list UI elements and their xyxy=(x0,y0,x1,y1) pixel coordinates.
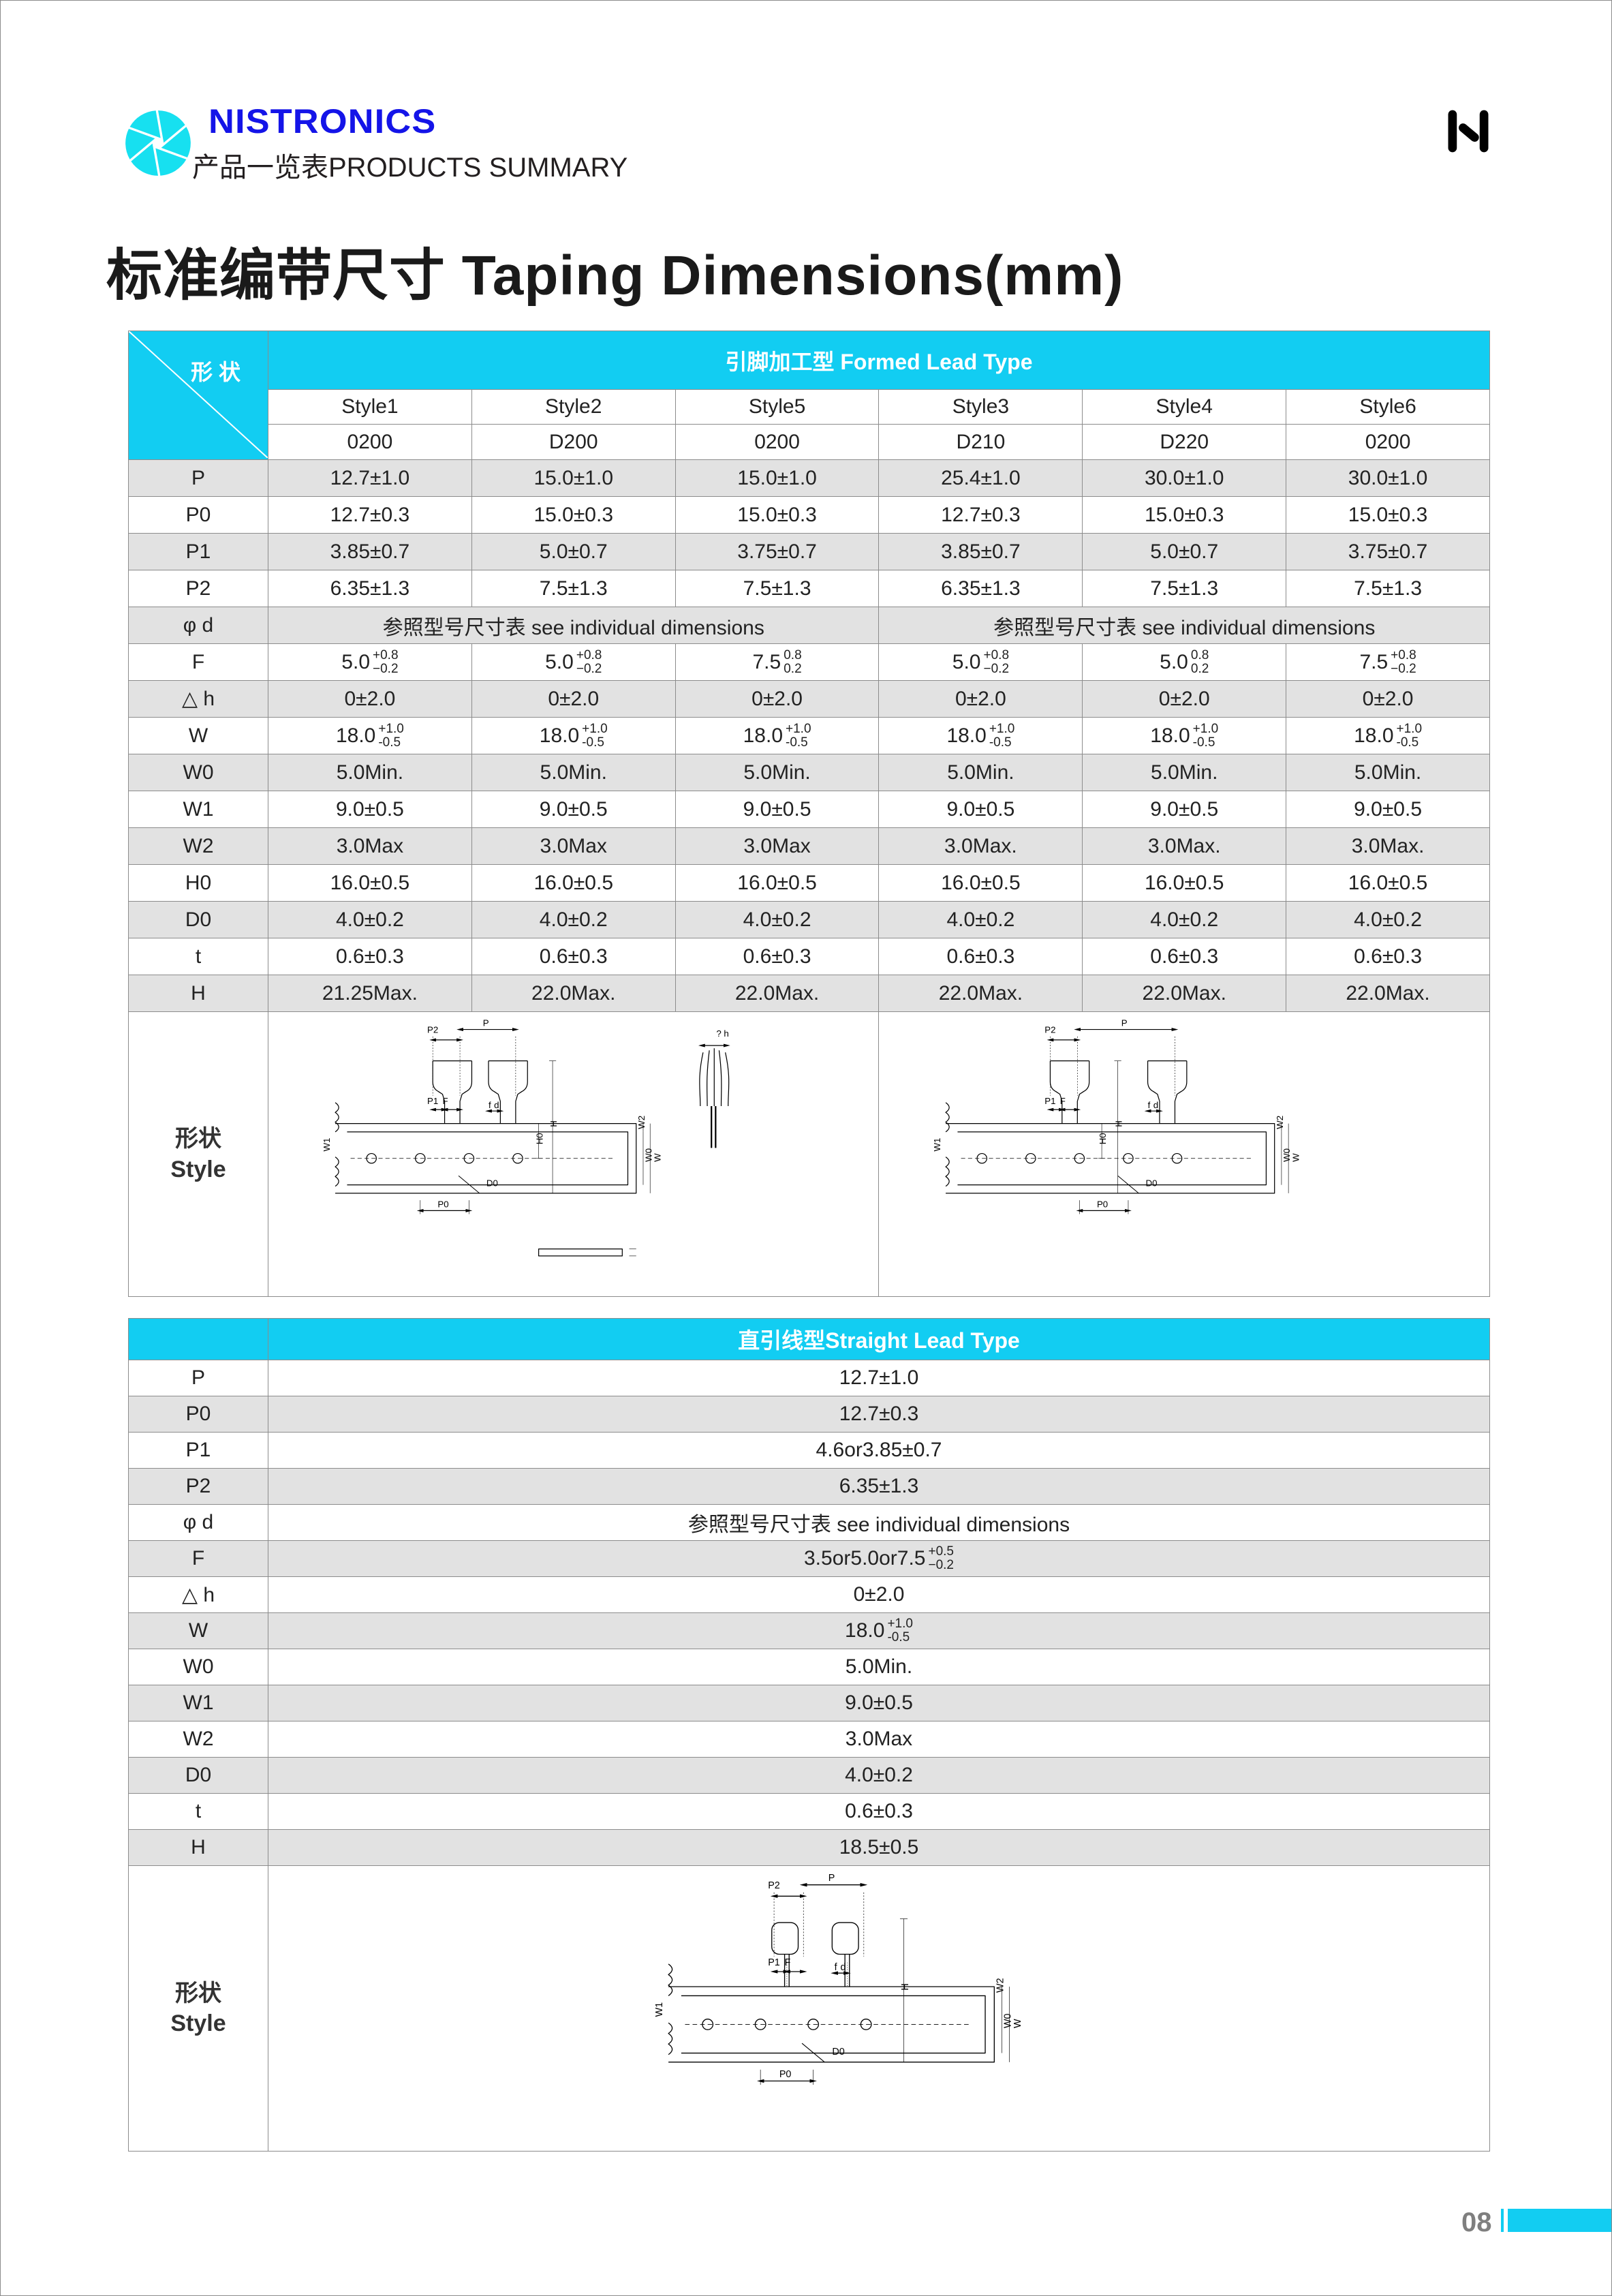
svg-text:d: d xyxy=(1153,1100,1158,1110)
svg-text:D0: D0 xyxy=(1146,1178,1158,1189)
svg-text:W2: W2 xyxy=(636,1116,647,1129)
svg-text:f: f xyxy=(835,1962,838,1973)
svg-text:H0: H0 xyxy=(535,1133,545,1144)
svg-text:P0: P0 xyxy=(1097,1199,1108,1209)
svg-text:P1: P1 xyxy=(768,1957,780,1968)
svg-text:P1: P1 xyxy=(427,1096,438,1106)
svg-text:W: W xyxy=(1012,2019,1023,2028)
svg-text:P1: P1 xyxy=(1045,1096,1056,1106)
svg-text:P0: P0 xyxy=(437,1199,448,1209)
svg-text:P: P xyxy=(1121,1017,1128,1028)
svg-text:P2: P2 xyxy=(1045,1025,1056,1035)
svg-text:H: H xyxy=(548,1120,559,1127)
svg-text:P0: P0 xyxy=(779,2069,792,2080)
svg-text:W1: W1 xyxy=(932,1138,942,1152)
svg-text:W2: W2 xyxy=(995,1978,1006,1993)
svg-text:d: d xyxy=(494,1100,499,1110)
svg-text:H: H xyxy=(900,1983,911,1990)
svg-text:D0: D0 xyxy=(832,2047,844,2057)
svg-text:H0: H0 xyxy=(1098,1133,1109,1144)
svg-text:P: P xyxy=(483,1017,489,1028)
svg-text:P: P xyxy=(828,1873,835,1884)
svg-text:f: f xyxy=(489,1100,491,1110)
svg-text:W1: W1 xyxy=(322,1138,332,1152)
svg-text:D0: D0 xyxy=(486,1178,498,1189)
svg-text:f: f xyxy=(1148,1100,1151,1110)
svg-text:W1: W1 xyxy=(654,2002,665,2017)
svg-text:F: F xyxy=(785,1957,791,1968)
svg-text:W: W xyxy=(1291,1153,1301,1162)
svg-text:d: d xyxy=(841,1962,846,1973)
svg-text:F: F xyxy=(1060,1096,1066,1106)
svg-text:? h: ? h xyxy=(716,1028,728,1039)
svg-text:F: F xyxy=(443,1096,448,1106)
svg-text:W: W xyxy=(653,1153,663,1162)
svg-text:H: H xyxy=(1114,1120,1124,1127)
svg-text:P2: P2 xyxy=(427,1025,438,1035)
svg-text:P2: P2 xyxy=(768,1880,780,1891)
svg-text:W2: W2 xyxy=(1275,1116,1285,1129)
